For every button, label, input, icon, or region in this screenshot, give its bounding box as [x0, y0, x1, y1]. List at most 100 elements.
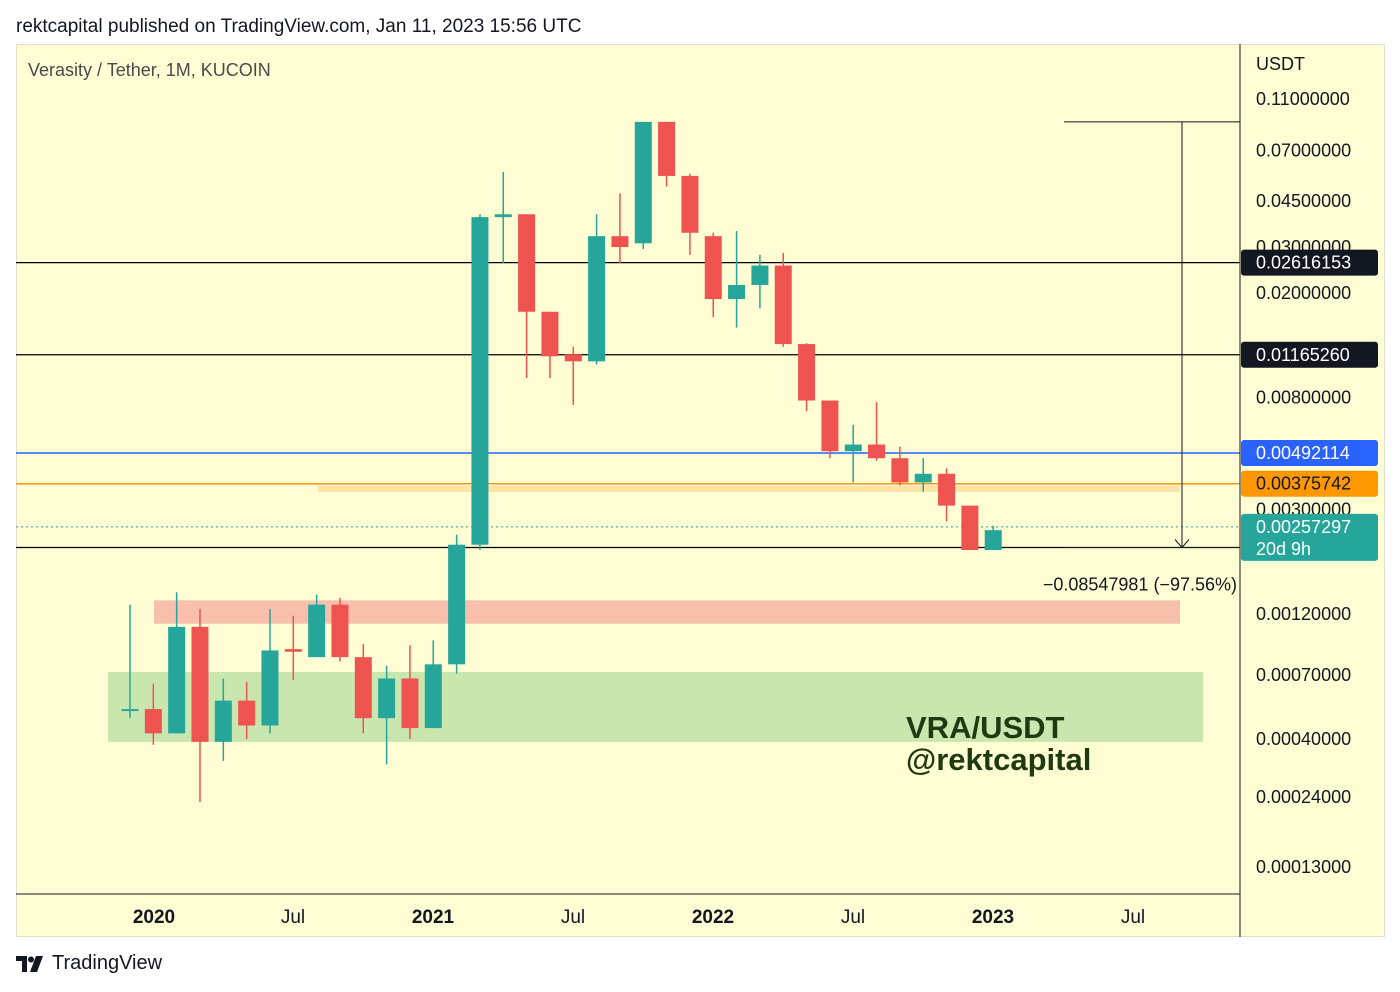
candle: [984, 525, 1002, 551]
y-tick-label: 0.00013000: [1256, 857, 1351, 877]
candle-body: [634, 121, 652, 244]
published-line: rektcapital published on TradingView.com…: [16, 16, 582, 37]
candle: [378, 665, 396, 765]
candle-body: [471, 217, 489, 545]
candle: [214, 678, 232, 761]
price-tag: 0.02616153: [1241, 249, 1378, 276]
candle-body: [564, 354, 582, 362]
y-axis-unit: USDT: [1256, 54, 1305, 74]
candle-body: [354, 657, 372, 719]
candle-body: [704, 236, 722, 300]
x-tick-label: Jul: [1121, 907, 1145, 928]
candle: [751, 254, 769, 309]
candle: [261, 609, 279, 734]
price-tag: 0.00375742: [1241, 470, 1378, 497]
x-tick-label: 2022: [692, 907, 734, 928]
candle: [914, 458, 932, 492]
candle: [541, 311, 559, 379]
candle-body: [308, 604, 326, 658]
candle-body: [121, 709, 139, 712]
candle: [168, 592, 186, 734]
x-tick-label: 2023: [972, 907, 1014, 928]
candle: [238, 681, 256, 739]
candle: [331, 597, 349, 662]
y-tick-label: 0.07000000: [1256, 140, 1351, 160]
y-tick-label: 0.00070000: [1256, 665, 1351, 685]
candle-body: [448, 544, 466, 665]
tradingview-brand[interactable]: TradingView: [16, 952, 162, 975]
candle-body: [774, 265, 792, 345]
y-tick-label: 0.02000000: [1256, 283, 1351, 303]
candle-body: [798, 344, 816, 401]
price-tag-label: 0.02616153: [1256, 253, 1351, 273]
candle-body: [984, 530, 1002, 551]
candle: [308, 594, 326, 658]
candle-body: [214, 700, 232, 742]
y-tick-label: 0.00040000: [1256, 729, 1351, 749]
candle-body: [681, 175, 699, 233]
candle-body: [821, 400, 839, 452]
y-tick-label: 0.00024000: [1256, 787, 1351, 807]
candle-body: [401, 678, 419, 729]
candle-body: [844, 444, 862, 452]
tradingview-logo-icon: [16, 955, 43, 972]
red-zone: [154, 600, 1180, 624]
price-tag: 0.01165260: [1241, 341, 1378, 368]
x-tick-label: Jul: [281, 907, 305, 928]
price-tag-bg: [1241, 341, 1378, 368]
candle: [821, 400, 839, 459]
candle-body: [914, 473, 932, 483]
candle: [704, 232, 722, 318]
zones-layer: [108, 485, 1203, 742]
candle-body: [728, 284, 746, 300]
candle: [774, 252, 792, 347]
price-tag-bg: [1241, 470, 1378, 497]
x-tick-label: 2020: [133, 907, 175, 928]
candle: [658, 121, 676, 187]
candles-layer: [121, 121, 1002, 802]
candle-body: [751, 265, 769, 285]
orange-zone: [318, 485, 1180, 492]
price-tag-label: 0.00375742: [1256, 474, 1351, 494]
candle-body: [331, 604, 349, 658]
candle-body: [494, 214, 512, 218]
candle: [424, 640, 442, 729]
candle-body: [424, 664, 442, 729]
last-price-label: 0.00257297: [1256, 517, 1351, 537]
candle: [938, 468, 956, 522]
candle-body: [144, 709, 162, 734]
candle: [401, 645, 419, 739]
candle-body: [284, 649, 302, 652]
candle: [681, 173, 699, 255]
brand-name: TradingView: [52, 952, 163, 974]
levels-layer: −0.08547981 (−97.56%): [16, 121, 1240, 594]
watermark-text: VRA/USDT @rektcapital: [906, 712, 1091, 776]
candle: [798, 343, 816, 412]
candle: [354, 644, 372, 734]
x-tick-label: 2021: [412, 907, 455, 928]
candle: [144, 683, 162, 745]
candle: [728, 231, 746, 328]
y-tick-label: 0.00120000: [1256, 604, 1351, 624]
candle-body: [938, 473, 956, 506]
candle: [868, 401, 886, 461]
green-zone: [108, 671, 1203, 742]
candle-body: [611, 236, 629, 248]
measure-arrow-icon: [1174, 539, 1190, 549]
price-tag-label: 0.00492114: [1256, 443, 1350, 463]
candle: [284, 615, 302, 681]
x-tick-label: Jul: [561, 907, 585, 928]
axis-layer: USDT0.110000000.070000000.045000000.0300…: [16, 44, 1378, 937]
candle: [891, 446, 909, 486]
candle: [191, 609, 209, 802]
symbol-title: Verasity / Tether, 1M, KUCOIN: [28, 60, 271, 80]
candle-body: [518, 214, 536, 312]
price-tag-label: 0.01165260: [1256, 345, 1350, 365]
candle-body: [238, 700, 256, 726]
candle: [564, 346, 582, 405]
candle-body: [261, 650, 279, 726]
y-tick-label: 0.00800000: [1256, 388, 1351, 408]
candle-body: [378, 678, 396, 719]
